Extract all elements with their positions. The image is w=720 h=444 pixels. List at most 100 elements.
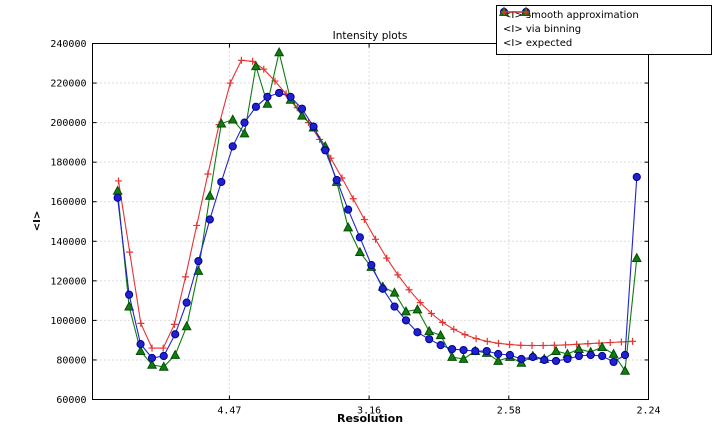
y-tick-label: 200000 [50, 118, 86, 129]
plus-marker [182, 273, 190, 281]
plus-marker [472, 335, 480, 343]
legend-item-via-binning: <I> via binning [498, 6, 705, 37]
plus-marker [349, 195, 357, 203]
triangle-marker [274, 46, 285, 57]
triangle-marker [389, 287, 400, 297]
circle-marker [598, 351, 607, 361]
series-triangle [112, 46, 642, 375]
triangle-marker [608, 348, 619, 358]
plus-marker [137, 319, 145, 327]
triangle-marker [573, 343, 584, 353]
circle-marker [401, 316, 411, 325]
x-axis-label: Resolution [337, 412, 403, 425]
plus-marker [506, 341, 514, 349]
plus-marker [427, 309, 435, 317]
circle-marker [528, 352, 537, 362]
circle-marker [205, 215, 214, 224]
triangle-marker [412, 304, 423, 314]
triangle-marker [631, 252, 642, 262]
legend-label: <I> expected [503, 38, 573, 49]
circle-marker [494, 349, 503, 359]
plus-marker [405, 286, 413, 294]
plus-marker [114, 177, 122, 185]
circle-marker [332, 175, 341, 185]
series-circle [113, 88, 641, 367]
y-tick-label: 60000 [56, 395, 86, 406]
triangle-marker [458, 353, 469, 363]
circle-marker [344, 205, 353, 214]
circle-marker [436, 341, 445, 350]
circle-marker [113, 193, 122, 202]
circle-marker [263, 92, 272, 102]
circle-marker [413, 328, 422, 337]
circle-marker [182, 298, 191, 307]
x-tick-label: 4.47 [217, 406, 241, 417]
triangle-marker [435, 329, 446, 340]
circle-marker [171, 330, 180, 339]
circle-marker [482, 346, 491, 356]
plus-marker [394, 271, 402, 279]
circle-marker [147, 353, 157, 363]
circle-marker [217, 177, 226, 187]
circle-marker [240, 118, 249, 127]
triangle-marker [597, 341, 608, 351]
plus-marker [126, 248, 134, 256]
plus-marker [226, 79, 234, 87]
circle-marker [125, 290, 134, 299]
legend-sample-red-plus-line [500, 8, 530, 16]
triangle-marker [343, 221, 354, 232]
triangle-marker [146, 359, 158, 369]
plus-marker [617, 338, 625, 346]
y-tick-label: 220000 [50, 79, 86, 90]
legend-label: <I> via binning [503, 24, 582, 35]
circle-marker [378, 284, 387, 293]
x-tick-label: 2.24 [636, 406, 660, 417]
triangle-marker [354, 246, 365, 257]
plus-marker [249, 57, 257, 65]
plus-marker [483, 337, 491, 345]
triangle-marker [170, 349, 181, 359]
plus-marker [148, 344, 156, 352]
plus-marker [528, 342, 536, 350]
plus-marker [550, 341, 558, 349]
triangle-marker [227, 114, 238, 124]
triangle-marker [619, 365, 631, 375]
triangle-marker [216, 118, 227, 128]
circle-marker [632, 172, 641, 182]
plus-marker [461, 331, 469, 339]
plus-marker [584, 340, 592, 348]
circle-marker [505, 350, 515, 360]
circle-marker [194, 256, 203, 266]
legend-label: <I> smooth approximation [503, 10, 639, 21]
plus-marker [494, 339, 502, 347]
y-tick-label: 120000 [50, 276, 86, 287]
circle-marker [540, 355, 549, 365]
plus-marker [360, 216, 368, 224]
plus-marker [522, 8, 530, 16]
circle-marker [586, 350, 595, 360]
triangle-marker [297, 110, 308, 120]
circle-marker [563, 354, 572, 364]
legend-item-expected: <I> expected [500, 8, 705, 51]
plus-marker [237, 56, 245, 64]
plus-marker [372, 235, 380, 243]
triangle-marker [400, 306, 412, 316]
circle-marker [355, 233, 364, 242]
circle-marker [447, 344, 457, 354]
y-tick-label: 100000 [50, 316, 86, 327]
triangle-marker [158, 361, 169, 371]
circle-marker [471, 346, 480, 356]
triangle-marker [239, 128, 250, 138]
y-tick-label: 180000 [50, 158, 86, 169]
circle-marker [551, 356, 561, 366]
triangle-marker [424, 325, 435, 336]
series-line [117, 59, 633, 349]
plus-marker [450, 325, 458, 333]
circle-marker [517, 354, 526, 364]
y-tick-label: 80000 [56, 355, 86, 366]
tick-label-layer: 60000 80000 100000 120000 140000 160000 180000… [50, 39, 660, 417]
series-line [117, 92, 638, 363]
plus-marker [159, 344, 167, 352]
series-line [117, 52, 638, 373]
